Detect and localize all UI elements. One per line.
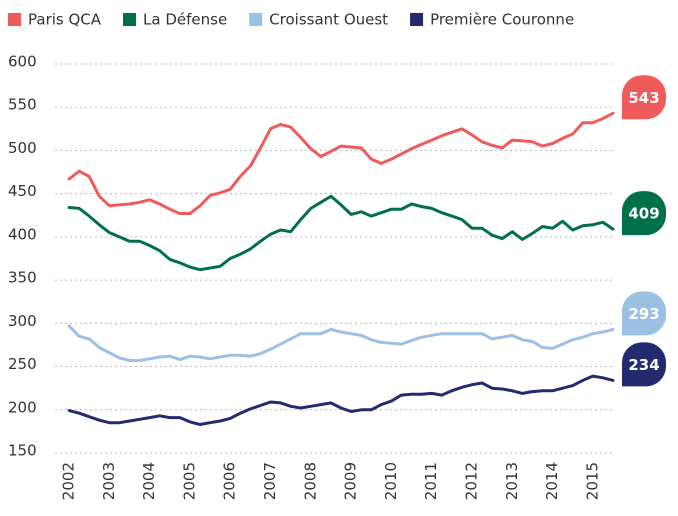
end-bubble — [622, 291, 666, 336]
x-tick-label: 2006 — [221, 462, 239, 500]
x-tick-label: 2013 — [503, 462, 521, 500]
x-tick-label: 2002 — [60, 462, 78, 500]
y-tick-label: 250 — [8, 355, 37, 373]
series-line — [67, 194, 615, 272]
y-tick-label: 150 — [8, 442, 37, 460]
legend-swatch — [123, 13, 137, 26]
legend-label: La Défense — [143, 11, 227, 29]
x-tick-label: 2011 — [422, 462, 440, 500]
y-tick-label: 350 — [8, 269, 37, 287]
legend-swatch — [8, 13, 21, 26]
y-tick-label: 600 — [8, 53, 37, 71]
y-tick-label: 450 — [8, 182, 37, 200]
series-line — [67, 374, 615, 426]
end-label: 409 — [628, 205, 659, 223]
legend-label: Première Couronne — [430, 11, 574, 29]
legend-label: Paris QCA — [28, 11, 102, 29]
x-tick-label: 2003 — [100, 462, 118, 500]
end-bubble — [622, 75, 666, 120]
x-tick-label: 2014 — [543, 462, 561, 500]
series-line — [67, 111, 615, 215]
end-label: 293 — [628, 305, 659, 323]
x-tick-label: 2009 — [342, 462, 360, 500]
y-tick-label: 300 — [8, 312, 37, 330]
x-tick-label: 2008 — [301, 462, 319, 500]
x-tick-label: 2015 — [583, 462, 601, 500]
y-tick-label: 500 — [8, 139, 37, 157]
legend-label: Croissant Ouest — [269, 11, 388, 29]
end-label: 234 — [628, 356, 659, 374]
x-tick-label: 2004 — [140, 462, 158, 500]
y-tick-label: 200 — [8, 398, 37, 416]
series-line — [67, 324, 615, 362]
end-bubble — [622, 342, 666, 387]
x-tick-label: 2005 — [180, 462, 198, 500]
end-label: 543 — [628, 89, 659, 107]
y-tick-label: 400 — [8, 225, 37, 243]
legend-swatch — [410, 13, 424, 26]
x-tick-label: 2010 — [382, 462, 400, 500]
y-tick-label: 550 — [8, 96, 37, 114]
legend-swatch — [249, 13, 263, 26]
x-tick-label: 2012 — [462, 462, 480, 500]
end-bubble — [622, 191, 666, 236]
x-tick-label: 2007 — [261, 462, 279, 500]
